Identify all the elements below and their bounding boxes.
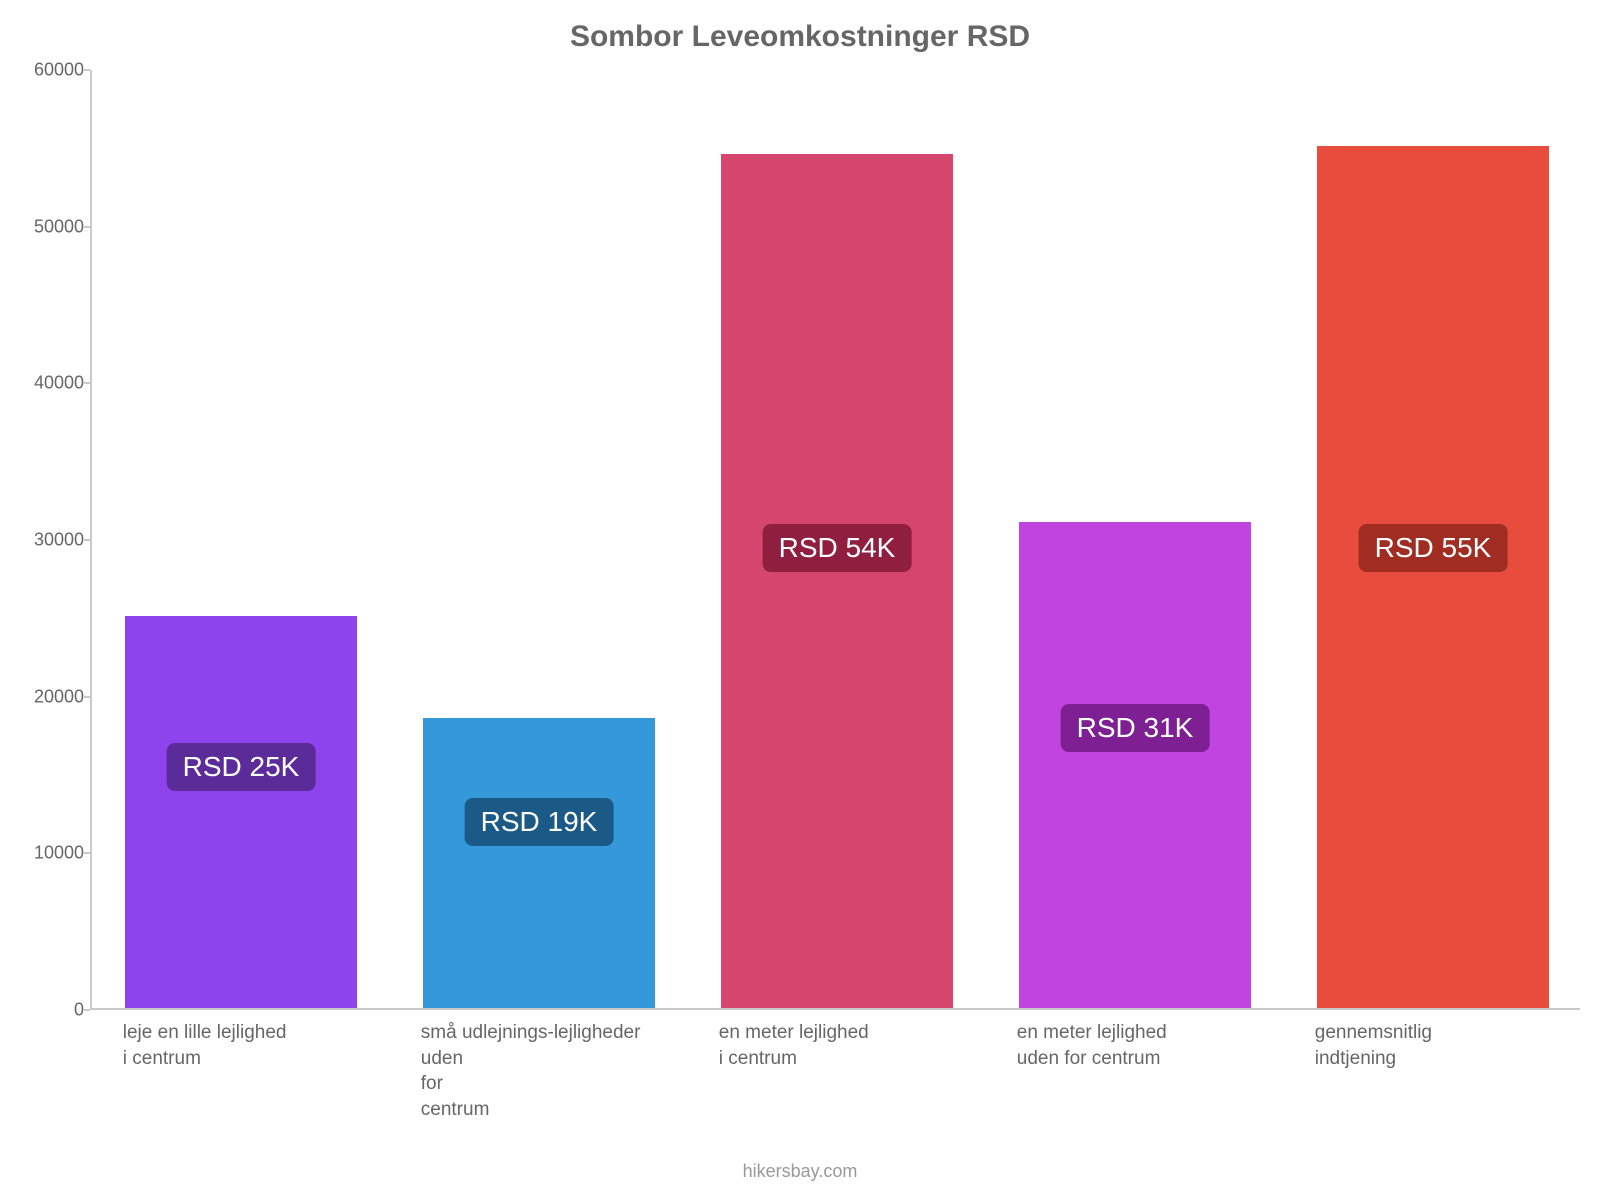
bars-container: RSD 25K RSD 19K RSD 54K RSD 31K RSD 55K <box>92 70 1580 1008</box>
value-badge: RSD 54K <box>763 524 912 572</box>
x-tick-label: en meter lejlighed uden for centrum <box>1017 1020 1249 1071</box>
bar <box>1019 522 1251 1008</box>
bar <box>423 718 655 1008</box>
y-tick-mark <box>84 852 90 854</box>
y-tick-mark <box>84 69 90 71</box>
value-badge: RSD 25K <box>167 743 316 791</box>
bar <box>125 616 357 1008</box>
value-badge: RSD 31K <box>1061 704 1210 752</box>
cost-of-living-bar-chart: Sombor Leveomkostninger RSD RSD 25K RSD 1… <box>0 0 1600 1200</box>
y-tick-label: 30000 <box>14 530 84 551</box>
y-tick-label: 50000 <box>14 216 84 237</box>
y-tick-label: 60000 <box>14 60 84 81</box>
y-tick-mark <box>84 226 90 228</box>
x-tick-label: leje en lille lejlighed i centrum <box>123 1020 355 1071</box>
y-tick-mark <box>84 539 90 541</box>
y-tick-mark <box>84 382 90 384</box>
value-badge: RSD 55K <box>1359 524 1508 572</box>
y-tick-mark <box>84 1009 90 1011</box>
chart-title: Sombor Leveomkostninger RSD <box>0 20 1600 54</box>
y-tick-label: 10000 <box>14 843 84 864</box>
value-badge: RSD 19K <box>465 798 614 846</box>
x-tick-label: en meter lejlighed i centrum <box>719 1020 951 1071</box>
y-tick-label: 0 <box>14 1000 84 1021</box>
x-tick-label: gennemsnitlig indtjening <box>1315 1020 1547 1071</box>
y-tick-mark <box>84 696 90 698</box>
chart-footer-credit: hikersbay.com <box>0 1161 1600 1182</box>
y-tick-label: 40000 <box>14 373 84 394</box>
y-tick-label: 20000 <box>14 686 84 707</box>
x-tick-label: små udlejnings-lejligheder uden for cent… <box>421 1020 653 1123</box>
plot-area: RSD 25K RSD 19K RSD 54K RSD 31K RSD 55K <box>90 70 1580 1010</box>
bar <box>1317 146 1549 1008</box>
bar <box>721 154 953 1008</box>
